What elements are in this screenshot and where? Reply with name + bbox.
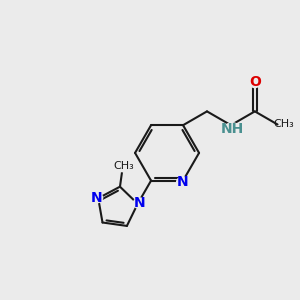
Text: N: N: [90, 191, 102, 205]
Ellipse shape: [133, 198, 146, 208]
Text: N: N: [177, 175, 189, 189]
Ellipse shape: [90, 192, 103, 203]
Ellipse shape: [224, 123, 241, 134]
Text: O: O: [249, 75, 261, 89]
Text: CH₃: CH₃: [274, 119, 294, 130]
Ellipse shape: [115, 161, 133, 172]
Text: CH₃: CH₃: [113, 161, 134, 171]
Ellipse shape: [177, 177, 190, 187]
Text: N: N: [134, 196, 146, 210]
Text: NH: NH: [221, 122, 244, 136]
Ellipse shape: [249, 77, 261, 88]
